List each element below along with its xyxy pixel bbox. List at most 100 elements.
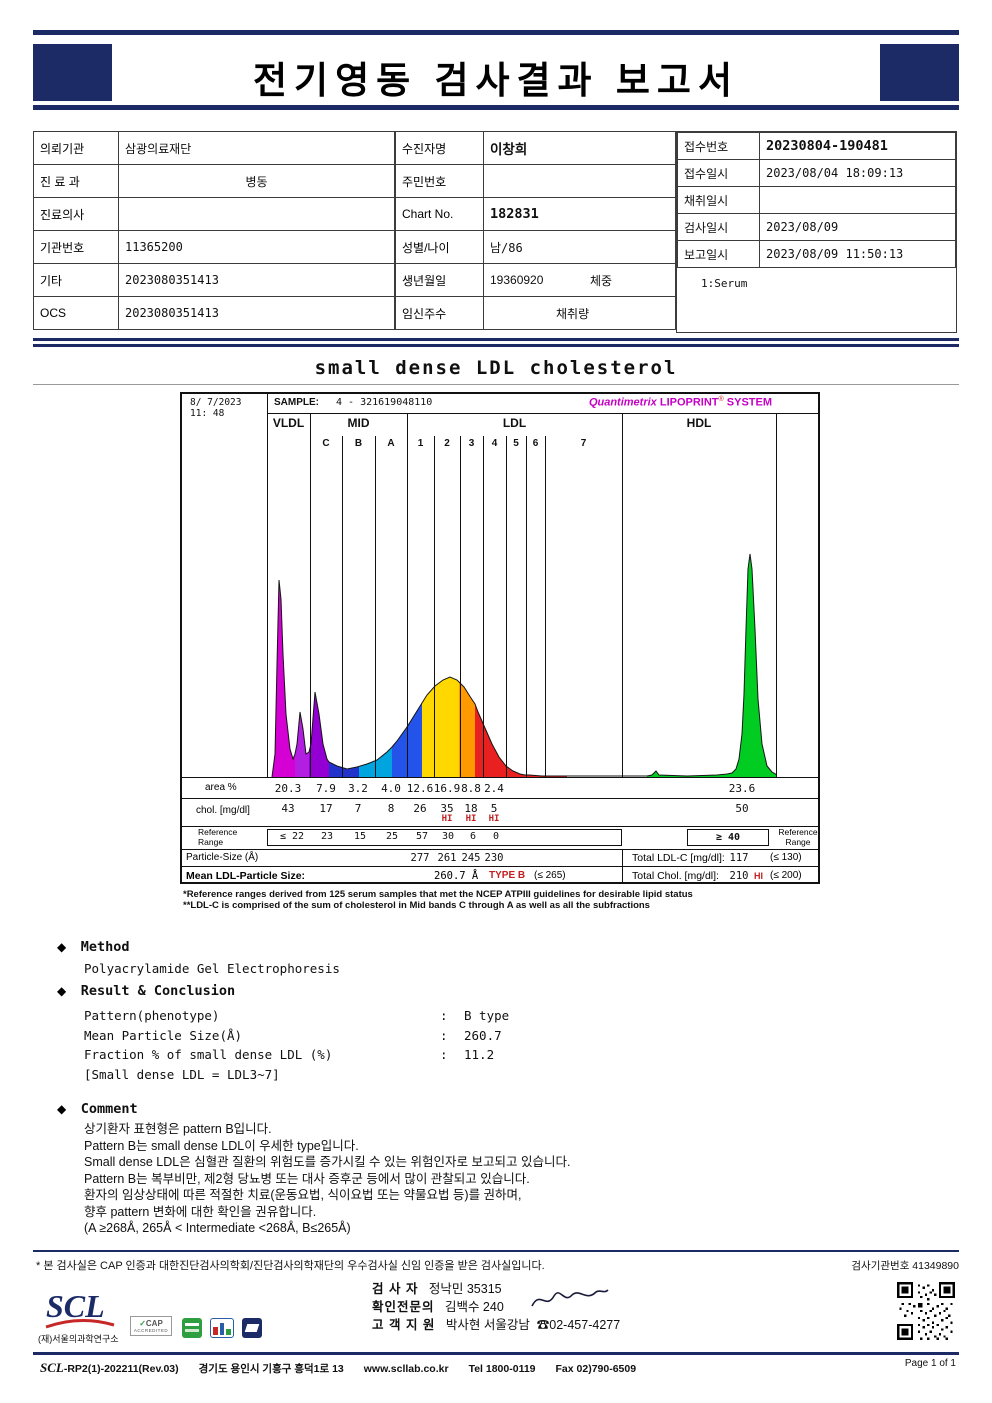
comment-line: 환자의 임상상태에 따른 적절한 치료(운동요법, 식이요법 또는 약물요법 등… [84,1188,522,1202]
row-label: area % [205,782,237,793]
result-value: 11.2 [464,1047,495,1062]
support-label: 고 객 지 원 [372,1318,436,1332]
subfraction-label: 6 [532,438,539,449]
column-header-vldl: VLDL [272,416,305,430]
footnote: *Reference ranges derived from 125 serum… [183,889,693,900]
certification-note: * 본 검사실은 CAP 인증과 대한진단검사의학회/진단검사의학재단의 우수검… [36,1260,545,1272]
field-value [759,186,956,214]
doc-code-rest: -RP2(1)-202211(Rev.03) [63,1363,179,1375]
particle-size-value: 230 [484,852,504,864]
table-row: 검사일시 2023/08/09 [677,213,956,241]
hi-flag: HI [488,814,500,824]
reviewer-name: 김백수 240 [444,1300,504,1314]
collection-amount-label: 채취량 [556,307,590,321]
result-row: Pattern(phenotype) : B type [84,1008,509,1028]
subfraction-line [342,436,343,777]
chol-value: 18 [464,802,478,815]
field-label: OCS [33,296,119,330]
chol-value: 17 [319,802,333,815]
subfraction-label: 4 [491,438,498,449]
result-colon: : [440,1008,448,1023]
ref-value: 30 [441,831,455,842]
comment-line: Pattern B는 small dense LDL이 우세한 type입니다. [84,1138,359,1153]
mean-particle-value: 260.7 Å [434,870,479,882]
area-value: 16.9 [433,782,461,795]
subfraction-label: A [387,438,395,449]
weight-label: 체중 [590,274,613,288]
mean-particle-reference: (≤ 265) [534,870,566,881]
patient-info-right-table: 접수번호 20230804-190481 접수일시 2023/08/04 18:… [676,131,957,333]
hi-flag: HI [754,871,763,881]
chol-value: 7 [354,802,362,815]
field-label: 접수번호 [677,132,760,160]
field-label: 접수일시 [677,159,760,187]
table-row: 주민번호 [395,164,676,198]
area-percent-row: area % 20.3 7.9 3.2 4.0 12.6 16.9 8.8 2.… [182,777,818,798]
total-chol-reference: (≤ 200) [770,870,802,881]
patient-name: 이창희 [483,131,676,165]
title-right-block [880,44,959,101]
section-rule [33,384,959,385]
particle-size-value: 261 [437,852,457,864]
subfraction-line [526,436,527,777]
area-value: 23.6 [728,782,756,795]
table-row: OCS 2023080351413 [33,296,395,330]
field-label: 수진자명 [395,131,484,165]
sample-id: 4 - 321619048110 [336,397,433,408]
cert-logo-icon [210,1318,234,1338]
result-colon: : [440,1047,448,1062]
ref-value: 23 [320,831,334,842]
comment-line: Small dense LDL은 심혈관 질환의 위험도를 증가시킬 수 있는 … [84,1155,571,1169]
table-row: 기관번호 11365200 [33,230,395,264]
reviewer-label: 확인전문의 [372,1300,435,1314]
particle-size-value: 277 [410,852,430,864]
chart-number: 182831 [483,197,676,231]
reference-box-hdl: ≥ 40 [687,829,769,846]
subfraction-line [434,436,435,777]
ldl-hdl-boundary [622,414,623,777]
lab-tel: Tel 1800-0119 [468,1363,536,1375]
field-value: 병동 [118,164,395,198]
reference-label-line2: Range [198,836,224,847]
page-number: Page 1 of 1 [904,1358,956,1369]
total-ldl-value: 117 [729,852,749,864]
field-label: 의뢰기관 [33,131,119,165]
result-value: 260.7 [464,1027,502,1043]
field-label: 주민번호 [395,164,484,198]
reference-box-main: ≤ 22 23 15 25 57 30 6 0 [267,829,622,846]
cap-text: CAP [145,1319,163,1328]
result-row: Mean Particle Size(Å) : 260.7 [84,1028,509,1048]
qr-code [897,1282,955,1340]
title-left-block [33,44,112,101]
sex-age-value: 남/86 [483,230,676,264]
total-chol-label: Total Chol. [mg/dl]: [632,870,719,882]
area-value: 20.3 [274,782,302,795]
field-label: 임신주수 [395,296,484,330]
table-row: 생년월일 19360920 체중 [395,263,676,297]
mean-particle-row: Mean LDL-Particle Size: 260.7 Å TYPE B (… [182,866,818,884]
total-ldl-label: Total LDL-C [mg/dl]: [632,852,725,864]
result-table: Pattern(phenotype) : B type Mean Particl… [84,1008,509,1086]
row-label-right: Reference Range [778,827,818,847]
diamond-bullet-icon: ◆ [57,1102,67,1116]
field-label: 기타 [33,263,119,297]
chart-date: 8/ 7/2023 [190,397,242,408]
document-footer-line: SCL-RP2(1)-202211(Rev.03) 경기도 용인시 기흥구 흥덕… [40,1360,636,1376]
support-name: 박사현 서울강남 [445,1318,530,1332]
comment-line: 상기환자 표현형은 pattern B입니다. [84,1122,272,1136]
divider-rule [33,344,959,347]
result-row: [Small dense LDL = LDL3~7] [84,1067,509,1087]
row-label: chol. [mg/dl] [196,805,250,816]
field-value: 2023080351413 [118,263,395,297]
footnote: **LDL-C is comprised of the sum of chole… [183,900,650,911]
hi-flag: HI [441,814,453,824]
chol-value: 26 [413,802,427,815]
mid-ldl-boundary [407,414,408,777]
support-phone: ☎02-457-4277 [536,1318,621,1332]
table-row: 임신주수 채취량 [395,296,676,330]
comment-line: Pattern B는 복부비만, 제2형 당뇨병 또는 대사 증후군 등에서 많… [84,1171,530,1186]
result-title: Result & Conclusion [80,983,236,999]
examiner-label: 검 사 자 [372,1282,419,1296]
ref-value: 6 [469,831,477,842]
